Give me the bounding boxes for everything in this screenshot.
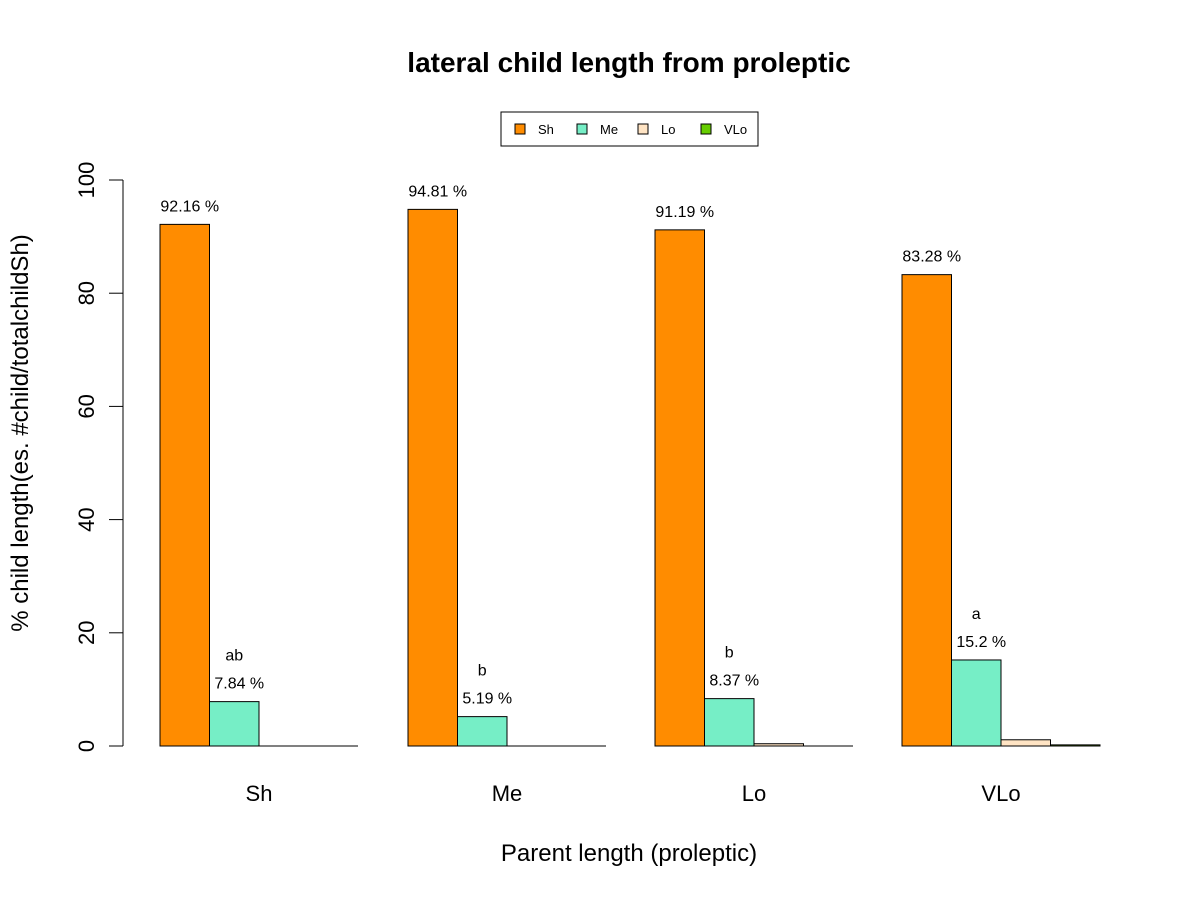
significance-letter: a — [972, 606, 981, 623]
bar-vlo-sh — [901, 274, 952, 747]
bar-vlo-lo — [1000, 739, 1051, 747]
y-tick-label: 40 — [74, 507, 99, 531]
legend-swatch-me — [576, 123, 588, 135]
legend: Sh Me Lo VLo — [500, 111, 759, 147]
legend-label-vlo: VLo — [724, 122, 747, 137]
legend-label-lo: Lo — [661, 122, 675, 137]
legend-label-me: Me — [600, 122, 618, 137]
bar-sh-me — [209, 701, 260, 747]
bar-vlo-me — [951, 659, 1002, 747]
data-label: 7.84 % — [214, 676, 264, 693]
data-label: 83.28 % — [902, 249, 961, 266]
bar-lo-me — [704, 698, 755, 747]
significance-letter: ab — [225, 648, 243, 665]
legend-swatch-lo — [637, 123, 649, 135]
bar-me-sh — [407, 208, 458, 747]
legend-swatch-sh — [514, 123, 526, 135]
bar-sh-sh — [159, 223, 210, 747]
data-label: 91.19 % — [655, 204, 714, 221]
legend-swatch-vlo — [700, 123, 712, 135]
y-axis: 0 20 40 60 80 100 — [74, 162, 124, 752]
y-tick-label: 0 — [74, 740, 99, 752]
data-label: 92.16 % — [160, 198, 219, 215]
chart-title: lateral child length from proleptic — [407, 47, 850, 78]
significance-letter: b — [478, 663, 487, 680]
legend-label-sh: Sh — [538, 122, 554, 137]
bars — [159, 208, 1101, 747]
y-axis-title: % child length(es. #child/totalchildSh) — [7, 234, 34, 632]
category-labels: Sh Me Lo VLo — [246, 781, 1021, 806]
y-tick-label: 100 — [74, 162, 99, 199]
data-labels: 92.16 % 7.84 % 94.81 % 5.19 % 91.19 % 8.37 % 8… — [160, 183, 1006, 707]
legend-box — [500, 111, 759, 147]
data-label: 5.19 % — [462, 691, 512, 708]
data-label: 15.2 % — [956, 634, 1006, 651]
bar-lo-sh — [654, 229, 705, 747]
data-label: 8.37 % — [709, 673, 759, 690]
bar-me-me — [457, 716, 508, 747]
y-tick-label: 80 — [74, 281, 99, 305]
x-tick-label: Me — [492, 781, 523, 806]
x-axis-title: Parent length (proleptic) — [501, 840, 757, 867]
x-tick-label: Lo — [742, 781, 766, 806]
data-label: 94.81 % — [408, 183, 467, 200]
y-tick-label: 60 — [74, 394, 99, 418]
x-tick-label: VLo — [981, 781, 1020, 806]
y-tick-label: 20 — [74, 621, 99, 645]
x-tick-label: Sh — [246, 781, 273, 806]
significance-letter: b — [725, 645, 734, 662]
